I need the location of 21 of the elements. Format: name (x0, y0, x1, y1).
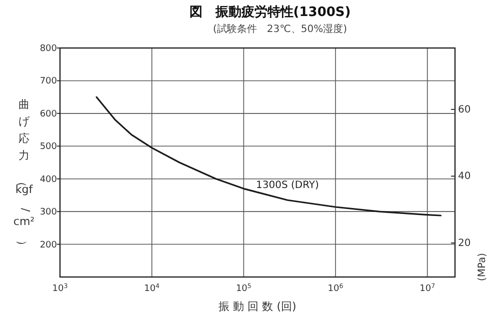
ylabel: 曲げ応力（kgf/cm²） (13, 98, 35, 251)
y2-tick-label: 20 (458, 237, 471, 248)
y-tick-label: 700 (40, 76, 58, 87)
y-tick-label: 400 (40, 174, 58, 185)
y-tick-label: 500 (40, 142, 58, 152)
chart-subtitle: (試験条件 23℃、50%湿度) (213, 23, 348, 35)
chart-title: 図 振動疲労特性(1300S) (189, 4, 351, 20)
x-tick-label: 10$^{3}$ (52, 282, 68, 294)
y2-tick-label: 60 (458, 104, 471, 115)
y2-axis-title: (MPa) (477, 252, 488, 282)
y-tick-label: 200 (40, 240, 58, 250)
y-tick-label: 800 (40, 44, 58, 54)
x-axis-title: 振 動 回 数 (回) (218, 300, 296, 313)
y-tick-label: 600 (40, 109, 58, 120)
y-tick-label: 300 (40, 208, 58, 218)
x-tick-label: 10$^{5}$ (236, 282, 252, 294)
x-tick-label: 10$^{7}$ (420, 282, 436, 294)
y2-tick-label: 40 (458, 170, 471, 182)
x-tick-label: 10$^{4}$ (144, 282, 160, 294)
series-label: 1300S (DRY) (256, 180, 320, 192)
x-tick-label: 10$^{6}$ (328, 282, 344, 294)
